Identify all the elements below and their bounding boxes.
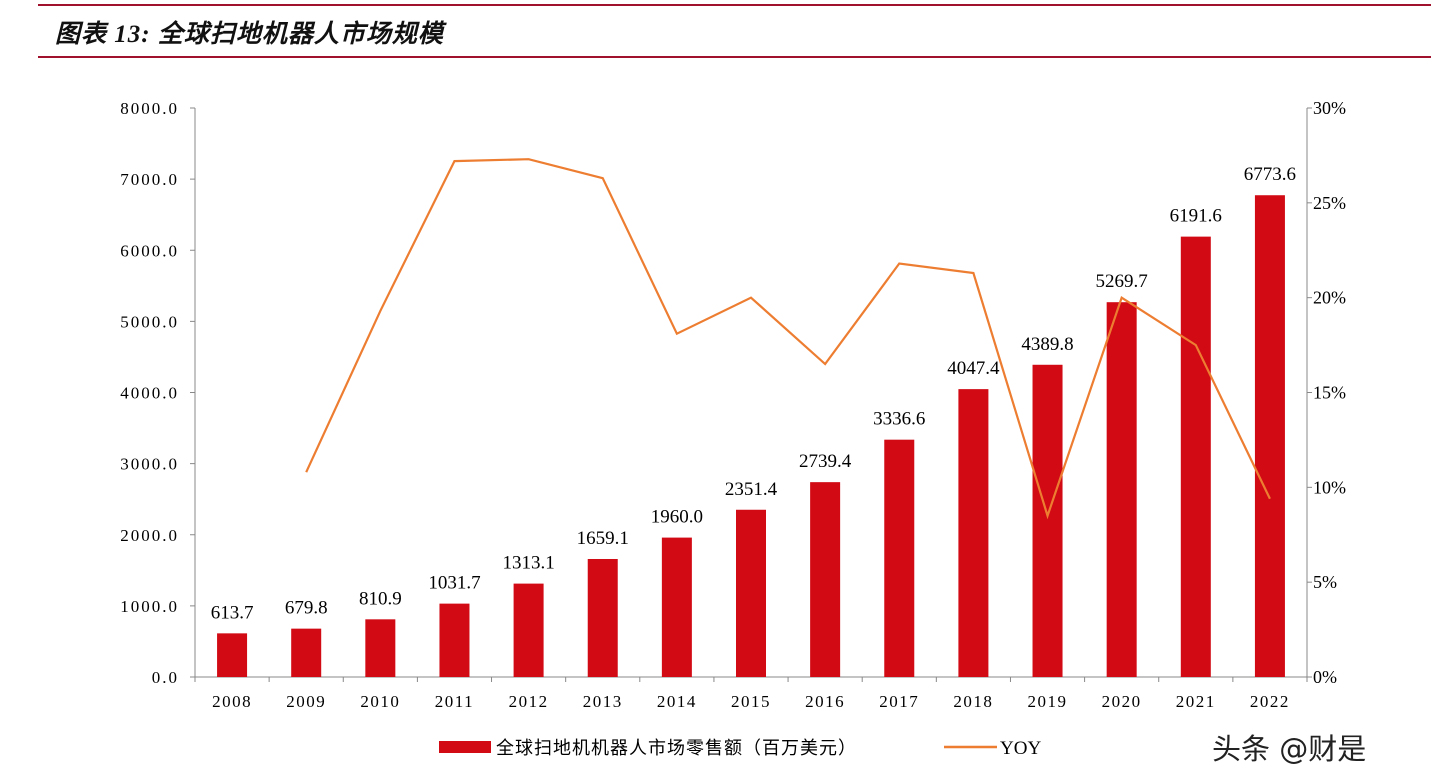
bar-data-label: 6191.6 (1170, 206, 1222, 227)
left-tick-label: 5000.0 (120, 312, 179, 331)
bar (884, 439, 915, 677)
left-tick-label: 7000.0 (120, 170, 179, 189)
x-tick-label: 2010 (360, 692, 400, 711)
bar-data-label: 810.9 (359, 588, 402, 609)
x-tick-label: 2013 (583, 692, 623, 711)
bar (513, 583, 544, 677)
bar-data-label: 2739.4 (799, 451, 852, 472)
bar (291, 628, 322, 677)
x-tick-label: 2022 (1250, 692, 1290, 711)
bar-data-label: 6773.6 (1244, 164, 1296, 185)
bar (958, 389, 989, 677)
bar (810, 482, 841, 677)
yoy-line (305, 158, 1271, 520)
bar-data-label: 4389.8 (1021, 334, 1073, 355)
x-tick-label: 2008 (212, 692, 252, 711)
bar (1180, 236, 1211, 678)
bar-data-label: 1031.7 (428, 573, 480, 594)
x-tick-label: 2012 (509, 692, 549, 711)
bar-data-label: 1659.1 (577, 528, 629, 549)
bar-data-label: 4047.4 (947, 358, 1000, 379)
bar-data-label: 679.8 (285, 598, 328, 619)
bar (439, 603, 470, 677)
x-tick-label: 2016 (805, 692, 845, 711)
x-tick-label: 2021 (1176, 692, 1216, 711)
left-tick-label: 8000.0 (120, 99, 179, 118)
x-tick-label: 2018 (953, 692, 993, 711)
right-tick-label: 25% (1313, 193, 1346, 213)
left-tick-label: 1000.0 (120, 597, 179, 616)
right-tick-label: 30% (1313, 98, 1346, 118)
left-tick-label: 4000.0 (120, 384, 179, 403)
x-tick-label: 2015 (731, 692, 771, 711)
left-tick-label: 3000.0 (120, 455, 179, 474)
x-tick-label: 2011 (435, 692, 474, 711)
left-tick-label: 0.0 (152, 668, 179, 687)
bar (736, 509, 766, 677)
right-tick-label: 0% (1313, 667, 1337, 687)
top-rule (38, 4, 1431, 6)
bar-data-label: 613.7 (211, 602, 254, 623)
legend-bar-swatch (439, 741, 491, 753)
right-tick-label: 20% (1313, 288, 1346, 308)
x-tick-label: 2017 (879, 692, 919, 711)
bar (661, 537, 692, 677)
left-tick-label: 6000.0 (120, 241, 179, 260)
title-underline (38, 56, 1431, 58)
x-tick-label: 2014 (657, 692, 697, 711)
bar (1032, 364, 1063, 677)
bar (217, 633, 248, 677)
bar-data-label: 2351.4 (725, 479, 778, 500)
right-tick-label: 15% (1313, 383, 1346, 403)
legend-bar-label: 全球扫地机机器人市场零售额（百万美元） (496, 738, 857, 759)
bar (1254, 195, 1285, 677)
bar-data-label: 1960.0 (651, 507, 703, 528)
bar (587, 558, 618, 677)
watermark: 头条 @财是 (1212, 732, 1367, 766)
right-tick-label: 5% (1313, 572, 1337, 592)
x-tick-label: 2020 (1102, 692, 1142, 711)
bar-data-label: 1313.1 (502, 553, 554, 574)
bar (365, 619, 396, 677)
chart-title: 图表 13: 全球扫地机器人市场规模 (55, 21, 444, 48)
bar-data-label: 3336.6 (873, 409, 925, 430)
bar (1106, 302, 1137, 677)
x-tick-label: 2009 (286, 692, 326, 711)
legend-line-label: YOY (1000, 738, 1041, 759)
left-tick-label: 2000.0 (120, 526, 179, 545)
bar-data-label: 5269.7 (1096, 271, 1148, 292)
x-tick-label: 2019 (1028, 692, 1068, 711)
right-tick-label: 10% (1313, 477, 1346, 497)
